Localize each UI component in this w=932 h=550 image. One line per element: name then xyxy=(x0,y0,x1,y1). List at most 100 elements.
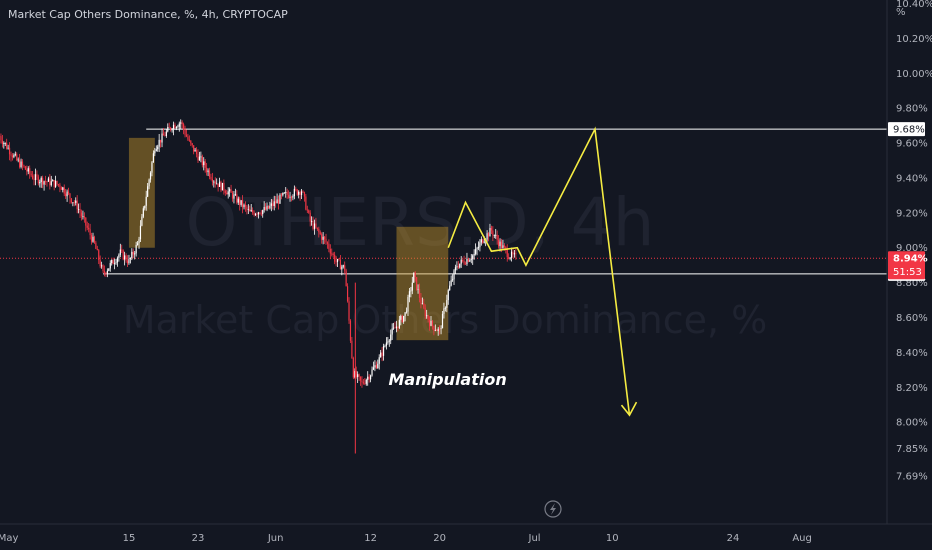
candle-body xyxy=(351,340,353,358)
candle-body xyxy=(372,367,375,370)
candle-body xyxy=(285,191,287,193)
candle-body xyxy=(276,199,278,204)
candle-body xyxy=(377,363,379,369)
price-axis[interactable]: 10.40% 10.20% 10.00% 9.80% 9.60% 9.40% 9.20% 9.… xyxy=(896,0,932,483)
candle-body xyxy=(227,191,229,195)
candle-body xyxy=(252,210,254,213)
candle-body xyxy=(430,320,432,326)
candle-body xyxy=(83,216,85,218)
candle-body xyxy=(329,248,331,254)
candle-body xyxy=(89,229,91,236)
candle-body xyxy=(352,357,354,378)
watermark: OTHERS.D, 4h Market Cap Others Dominance… xyxy=(123,184,768,342)
candle-body xyxy=(426,315,428,317)
x-tick-label: 10 xyxy=(606,533,619,544)
candles xyxy=(0,119,517,454)
candle-body xyxy=(131,251,133,259)
candle-body xyxy=(193,145,195,152)
candle-body xyxy=(149,172,152,180)
candle-body xyxy=(259,212,261,214)
candle-body xyxy=(118,254,120,258)
candle-body xyxy=(362,382,364,384)
zone-box[interactable] xyxy=(128,137,155,248)
candle-body xyxy=(306,209,308,211)
candle-body xyxy=(39,182,41,184)
annotation-label: Manipulation xyxy=(389,370,507,389)
candle-body xyxy=(30,173,32,176)
candle-body xyxy=(384,345,386,347)
candle-body xyxy=(441,313,444,329)
candle-body xyxy=(93,236,96,243)
candle-body xyxy=(6,142,8,149)
candle-body xyxy=(469,260,471,262)
candle-body xyxy=(243,204,245,208)
candle-body xyxy=(207,170,209,173)
candle-body xyxy=(275,201,277,204)
candle-body xyxy=(267,205,270,209)
candle-body xyxy=(403,315,405,322)
candle-body xyxy=(315,223,317,228)
resistance-tag-text: 9.68% xyxy=(893,125,925,136)
candle-body xyxy=(136,243,139,246)
candle-body xyxy=(181,122,183,125)
countdown-text: 51:53 xyxy=(893,267,922,278)
candle-body xyxy=(487,233,490,237)
candle-body xyxy=(165,131,167,137)
unit-symbol: % xyxy=(896,7,906,18)
y-tick-label: 10.00% xyxy=(896,69,932,80)
x-tick-label: 24 xyxy=(727,533,740,544)
candle-body xyxy=(293,188,295,197)
candle-body xyxy=(69,193,71,199)
candle-body xyxy=(49,178,51,186)
candle-body xyxy=(52,180,54,182)
candle-body xyxy=(385,342,388,346)
candle-body xyxy=(467,258,469,262)
candle-body xyxy=(388,340,390,342)
candle-body xyxy=(359,376,362,381)
y-tick-label: 8.60% xyxy=(896,313,928,324)
candle-body xyxy=(231,192,234,199)
candle-body xyxy=(115,262,117,264)
time-axis[interactable]: May 15 23 Jun 12 20 Jul 10 24 Aug xyxy=(0,533,812,544)
candle-body xyxy=(424,307,426,316)
candle-body xyxy=(158,139,160,147)
y-tick-label: 8.20% xyxy=(896,383,928,394)
candle-body xyxy=(493,235,495,236)
candle-body xyxy=(59,184,61,188)
projection-path[interactable] xyxy=(447,126,631,416)
candle-body xyxy=(80,212,83,217)
candle-body xyxy=(447,290,449,301)
candle-body xyxy=(283,192,285,194)
candle-body xyxy=(354,371,356,378)
candle-body xyxy=(348,301,350,321)
candle-body xyxy=(14,154,16,156)
candle-body xyxy=(246,206,248,210)
candle-body xyxy=(325,238,327,243)
candle-body xyxy=(128,259,130,264)
candle-body xyxy=(190,140,192,144)
candle-body xyxy=(450,280,452,286)
candle-body xyxy=(122,250,124,260)
lightning-icon[interactable] xyxy=(544,500,562,518)
candle-body xyxy=(129,258,131,260)
candle-body xyxy=(184,129,186,135)
zone-box[interactable] xyxy=(396,226,449,341)
candle-body xyxy=(168,126,170,128)
candle-body xyxy=(440,328,442,330)
candle-body xyxy=(24,166,26,170)
candle-body xyxy=(405,311,408,313)
candle-body xyxy=(407,297,409,312)
candle-body xyxy=(410,290,412,292)
candle-body xyxy=(328,243,330,249)
candle-body xyxy=(312,221,314,229)
candle-body xyxy=(21,161,24,166)
candle-body xyxy=(433,325,435,331)
candle-body xyxy=(289,196,291,198)
candle-body xyxy=(224,190,226,193)
candle-body xyxy=(295,188,297,190)
candle-body xyxy=(16,154,18,161)
x-tick-label: Aug xyxy=(792,533,812,544)
candle-body xyxy=(220,181,222,191)
candle-body xyxy=(197,154,199,161)
